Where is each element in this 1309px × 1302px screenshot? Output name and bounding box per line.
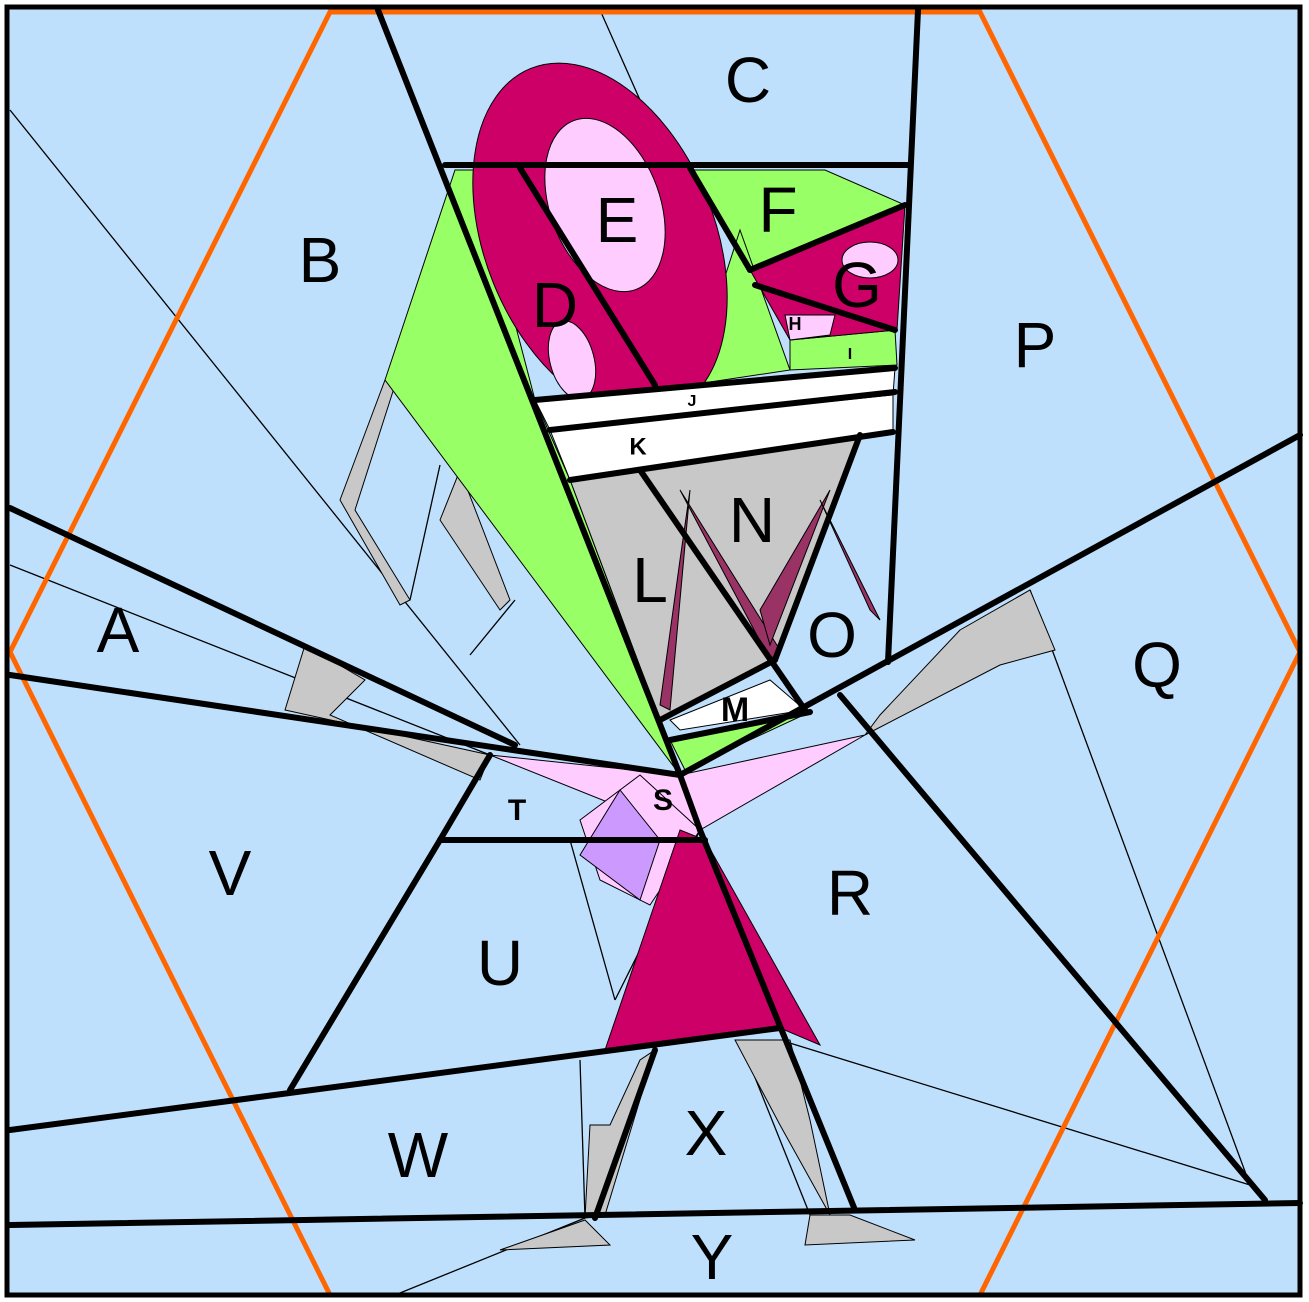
section-label: D — [532, 269, 578, 341]
section-label: Y — [691, 1221, 734, 1293]
section-label: G — [832, 249, 882, 321]
section-label: S — [653, 784, 673, 817]
section-label: I — [848, 346, 852, 363]
section-label: L — [632, 544, 668, 616]
section-label: Q — [1132, 629, 1182, 701]
section-label: A — [97, 594, 140, 666]
section-label: J — [688, 393, 697, 410]
section-label: O — [807, 599, 857, 671]
pattern-diagram: A B C DE FG H I J K L M NO P Q R S T U V W XY — [0, 0, 1309, 1302]
section-label: U — [477, 927, 523, 999]
section-label: V — [209, 837, 252, 909]
section-label: B — [299, 224, 342, 296]
section-label: M — [721, 691, 749, 729]
section-label: X — [685, 1097, 728, 1169]
section-label: E — [596, 184, 639, 256]
section-label: R — [827, 857, 873, 929]
section-label: H — [789, 314, 802, 334]
section-label: C — [725, 44, 771, 116]
section-label: P — [1014, 309, 1057, 381]
section-label: F — [758, 174, 797, 246]
section-label: K — [629, 433, 647, 460]
section-label: N — [729, 484, 775, 556]
section-label: T — [508, 794, 526, 827]
section-label: W — [388, 1119, 449, 1191]
